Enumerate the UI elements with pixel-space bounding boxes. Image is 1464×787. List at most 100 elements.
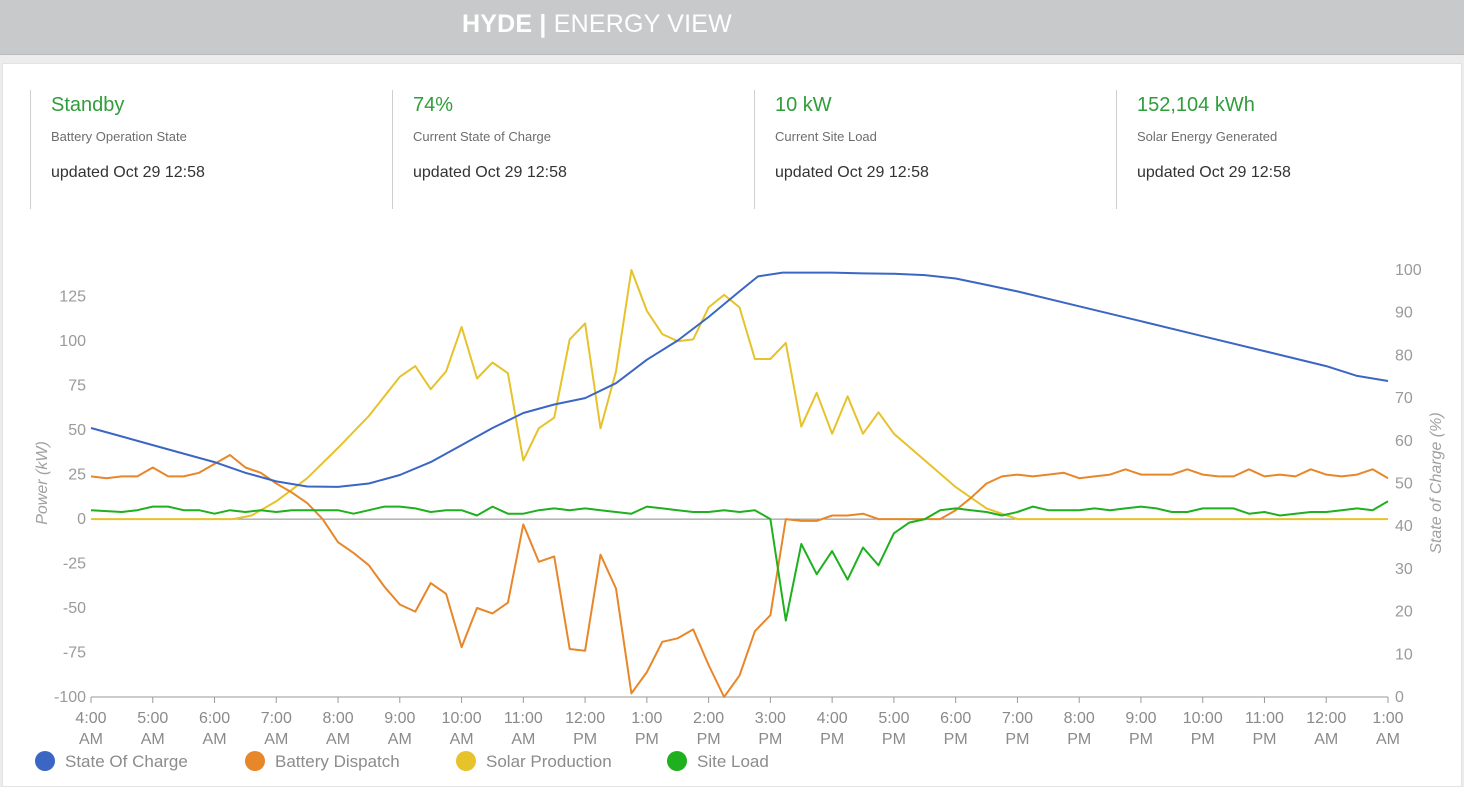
y2-tick-label: 50 bbox=[1395, 476, 1413, 493]
kpi-site-load: 10 kW Current Site Load updated Oct 29 1… bbox=[754, 90, 1094, 209]
app-title: HYDE | ENERGY VIEW bbox=[462, 10, 732, 39]
x-tick-label: AM bbox=[141, 731, 165, 748]
y2-tick-label: 30 bbox=[1395, 561, 1413, 578]
x-tick-label: AM bbox=[388, 731, 412, 748]
y-tick-label: 125 bbox=[59, 289, 86, 306]
legend-marker bbox=[667, 751, 687, 771]
x-tick-label: 5:00 bbox=[878, 710, 909, 727]
x-tick-label: 1:00 bbox=[631, 710, 662, 727]
legend-marker bbox=[245, 751, 265, 771]
x-tick-label: 1:00 bbox=[1372, 710, 1403, 727]
kpi-updated: updated Oct 29 12:58 bbox=[775, 164, 929, 181]
x-tick-label: 7:00 bbox=[1002, 710, 1033, 727]
x-tick-label: 4:00 bbox=[817, 710, 848, 727]
y-tick-label: 100 bbox=[59, 333, 86, 350]
y-tick-label: 0 bbox=[77, 511, 86, 528]
kpi-updated: updated Oct 29 12:58 bbox=[1137, 164, 1291, 181]
series-line-site-load bbox=[90, 500, 1389, 622]
legend-marker bbox=[35, 751, 55, 771]
x-tick-label: 5:00 bbox=[137, 710, 168, 727]
x-tick-label: 10:00 bbox=[442, 710, 482, 727]
kpi-value: 74% bbox=[413, 94, 454, 116]
x-tick-label: PM bbox=[882, 731, 906, 748]
x-tick-label: 2:00 bbox=[693, 710, 724, 727]
x-tick-label: 9:00 bbox=[1125, 710, 1156, 727]
series-line-solar-production bbox=[91, 269, 1388, 521]
y2-tick-label: 100 bbox=[1395, 262, 1422, 279]
kpi-label: Current Site Load bbox=[775, 129, 877, 144]
x-tick-label: 4:00 bbox=[75, 710, 106, 727]
y-tick-label: -25 bbox=[63, 556, 86, 573]
x-tick-label: PM bbox=[758, 731, 782, 748]
y2-tick-label: 0 bbox=[1395, 689, 1404, 706]
kpi-solar-energy: 152,104 kWh Solar Energy Generated updat… bbox=[1116, 90, 1456, 209]
y-tick-label: 25 bbox=[68, 467, 86, 484]
kpi-label: Battery Operation State bbox=[51, 129, 187, 144]
x-tick-label: PM bbox=[573, 731, 597, 748]
x-tick-label: AM bbox=[1314, 731, 1338, 748]
x-tick-label: 11:00 bbox=[504, 710, 543, 727]
y-tick-label: -100 bbox=[54, 689, 86, 706]
kpi-value: 152,104 kWh bbox=[1137, 94, 1255, 116]
x-tick-label: 8:00 bbox=[322, 710, 353, 727]
y2-axis-title: State of Charge (%) bbox=[1428, 412, 1445, 553]
y2-tick-label: 80 bbox=[1395, 347, 1413, 364]
legend-label: Battery Dispatch bbox=[275, 752, 400, 771]
y-tick-label: 75 bbox=[68, 378, 86, 395]
x-tick-label: 11:00 bbox=[1245, 710, 1284, 727]
x-tick-label: AM bbox=[450, 731, 474, 748]
top-header-bar: HYDE | ENERGY VIEW bbox=[0, 0, 1464, 55]
y2-tick-label: 90 bbox=[1395, 305, 1413, 322]
legend-label: State Of Charge bbox=[65, 752, 188, 771]
y-tick-label: 50 bbox=[68, 422, 86, 439]
x-tick-label: 10:00 bbox=[1183, 710, 1223, 727]
y-tick-label: -75 bbox=[63, 645, 86, 662]
x-tick-label: 6:00 bbox=[199, 710, 230, 727]
y2-tick-label: 20 bbox=[1395, 604, 1413, 621]
x-tick-label: PM bbox=[1191, 731, 1215, 748]
kpi-updated: updated Oct 29 12:58 bbox=[413, 164, 567, 181]
y-tick-label: -50 bbox=[63, 600, 86, 617]
x-tick-label: PM bbox=[1067, 731, 1091, 748]
x-tick-label: 6:00 bbox=[940, 710, 971, 727]
x-tick-label: PM bbox=[635, 731, 659, 748]
x-tick-label: 12:00 bbox=[1306, 710, 1346, 727]
x-tick-label: 9:00 bbox=[384, 710, 415, 727]
x-tick-label: AM bbox=[264, 731, 288, 748]
x-tick-label: AM bbox=[326, 731, 350, 748]
kpi-battery-state: Standby Battery Operation State updated … bbox=[30, 90, 370, 209]
kpi-updated: updated Oct 29 12:58 bbox=[51, 164, 205, 181]
brand-name: HYDE | bbox=[462, 10, 547, 38]
kpi-label: Current State of Charge bbox=[413, 129, 552, 144]
kpi-value: Standby bbox=[51, 94, 125, 116]
x-tick-label: PM bbox=[944, 731, 968, 748]
x-tick-label: PM bbox=[820, 731, 844, 748]
legend-label: Site Load bbox=[697, 752, 769, 771]
y2-tick-label: 70 bbox=[1395, 390, 1413, 407]
x-tick-label: PM bbox=[1252, 731, 1276, 748]
legend-marker bbox=[456, 751, 476, 771]
kpi-state-of-charge: 74% Current State of Charge updated Oct … bbox=[392, 90, 732, 209]
x-tick-label: PM bbox=[1005, 731, 1029, 748]
x-tick-label: 12:00 bbox=[565, 710, 605, 727]
y2-tick-label: 10 bbox=[1395, 646, 1413, 663]
y2-tick-label: 40 bbox=[1395, 518, 1413, 535]
series-line-state-of-charge bbox=[90, 271, 1389, 488]
x-tick-label: 7:00 bbox=[261, 710, 292, 727]
x-tick-label: 3:00 bbox=[755, 710, 786, 727]
view-name: ENERGY VIEW bbox=[553, 10, 732, 38]
x-tick-label: AM bbox=[79, 731, 103, 748]
x-tick-label: PM bbox=[697, 731, 721, 748]
x-tick-label: PM bbox=[1129, 731, 1153, 748]
kpi-value: 10 kW bbox=[775, 94, 832, 116]
legend-label: Solar Production bbox=[486, 752, 612, 771]
x-tick-label: AM bbox=[511, 731, 535, 748]
series-line-battery-dispatch bbox=[90, 454, 1389, 698]
x-tick-label: AM bbox=[203, 731, 227, 748]
y2-tick-label: 60 bbox=[1395, 433, 1413, 450]
x-tick-label: 8:00 bbox=[1064, 710, 1095, 727]
kpi-label: Solar Energy Generated bbox=[1137, 129, 1278, 144]
y-axis-title: Power (kW) bbox=[34, 441, 51, 525]
energy-panel bbox=[2, 63, 1462, 787]
